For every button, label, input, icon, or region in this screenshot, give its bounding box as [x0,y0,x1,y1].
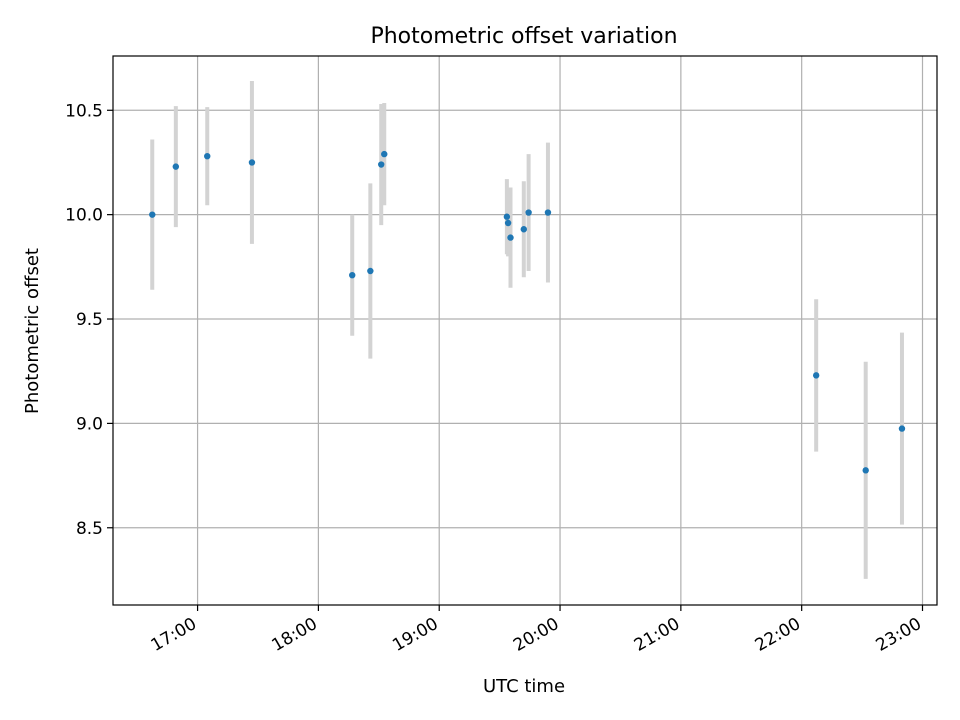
data-point [381,150,388,158]
data-point [862,467,869,474]
data-point [544,209,552,216]
plot-frame [112,55,938,606]
y-tick-label: 10.0 [65,206,103,226]
data-point [812,372,820,379]
data-point [367,267,374,275]
y-axis-label: Photometric offset [22,248,43,414]
y-tick-label: 9.0 [76,414,103,434]
data-point [349,271,356,279]
data-points [149,150,906,474]
data-point [204,152,211,160]
data-point [503,213,511,220]
data-point [172,163,180,170]
data-point [149,211,156,218]
chart-title: Photometric offset variation [370,24,677,49]
y-tick-label: 8.5 [76,519,103,539]
y-tick-label: 9.5 [76,310,103,330]
x-axis-label: UTC time [483,676,565,697]
data-point [507,234,514,241]
data-point [525,209,532,216]
y-tick-label: 10.5 [65,101,103,121]
data-point [378,161,385,168]
data-point [248,159,256,166]
data-point [504,219,512,227]
data-point [520,226,527,233]
y-axis-ticks: 8.5 9.0 9.5 10.0 10.5 [65,101,113,539]
data-point [898,425,906,432]
